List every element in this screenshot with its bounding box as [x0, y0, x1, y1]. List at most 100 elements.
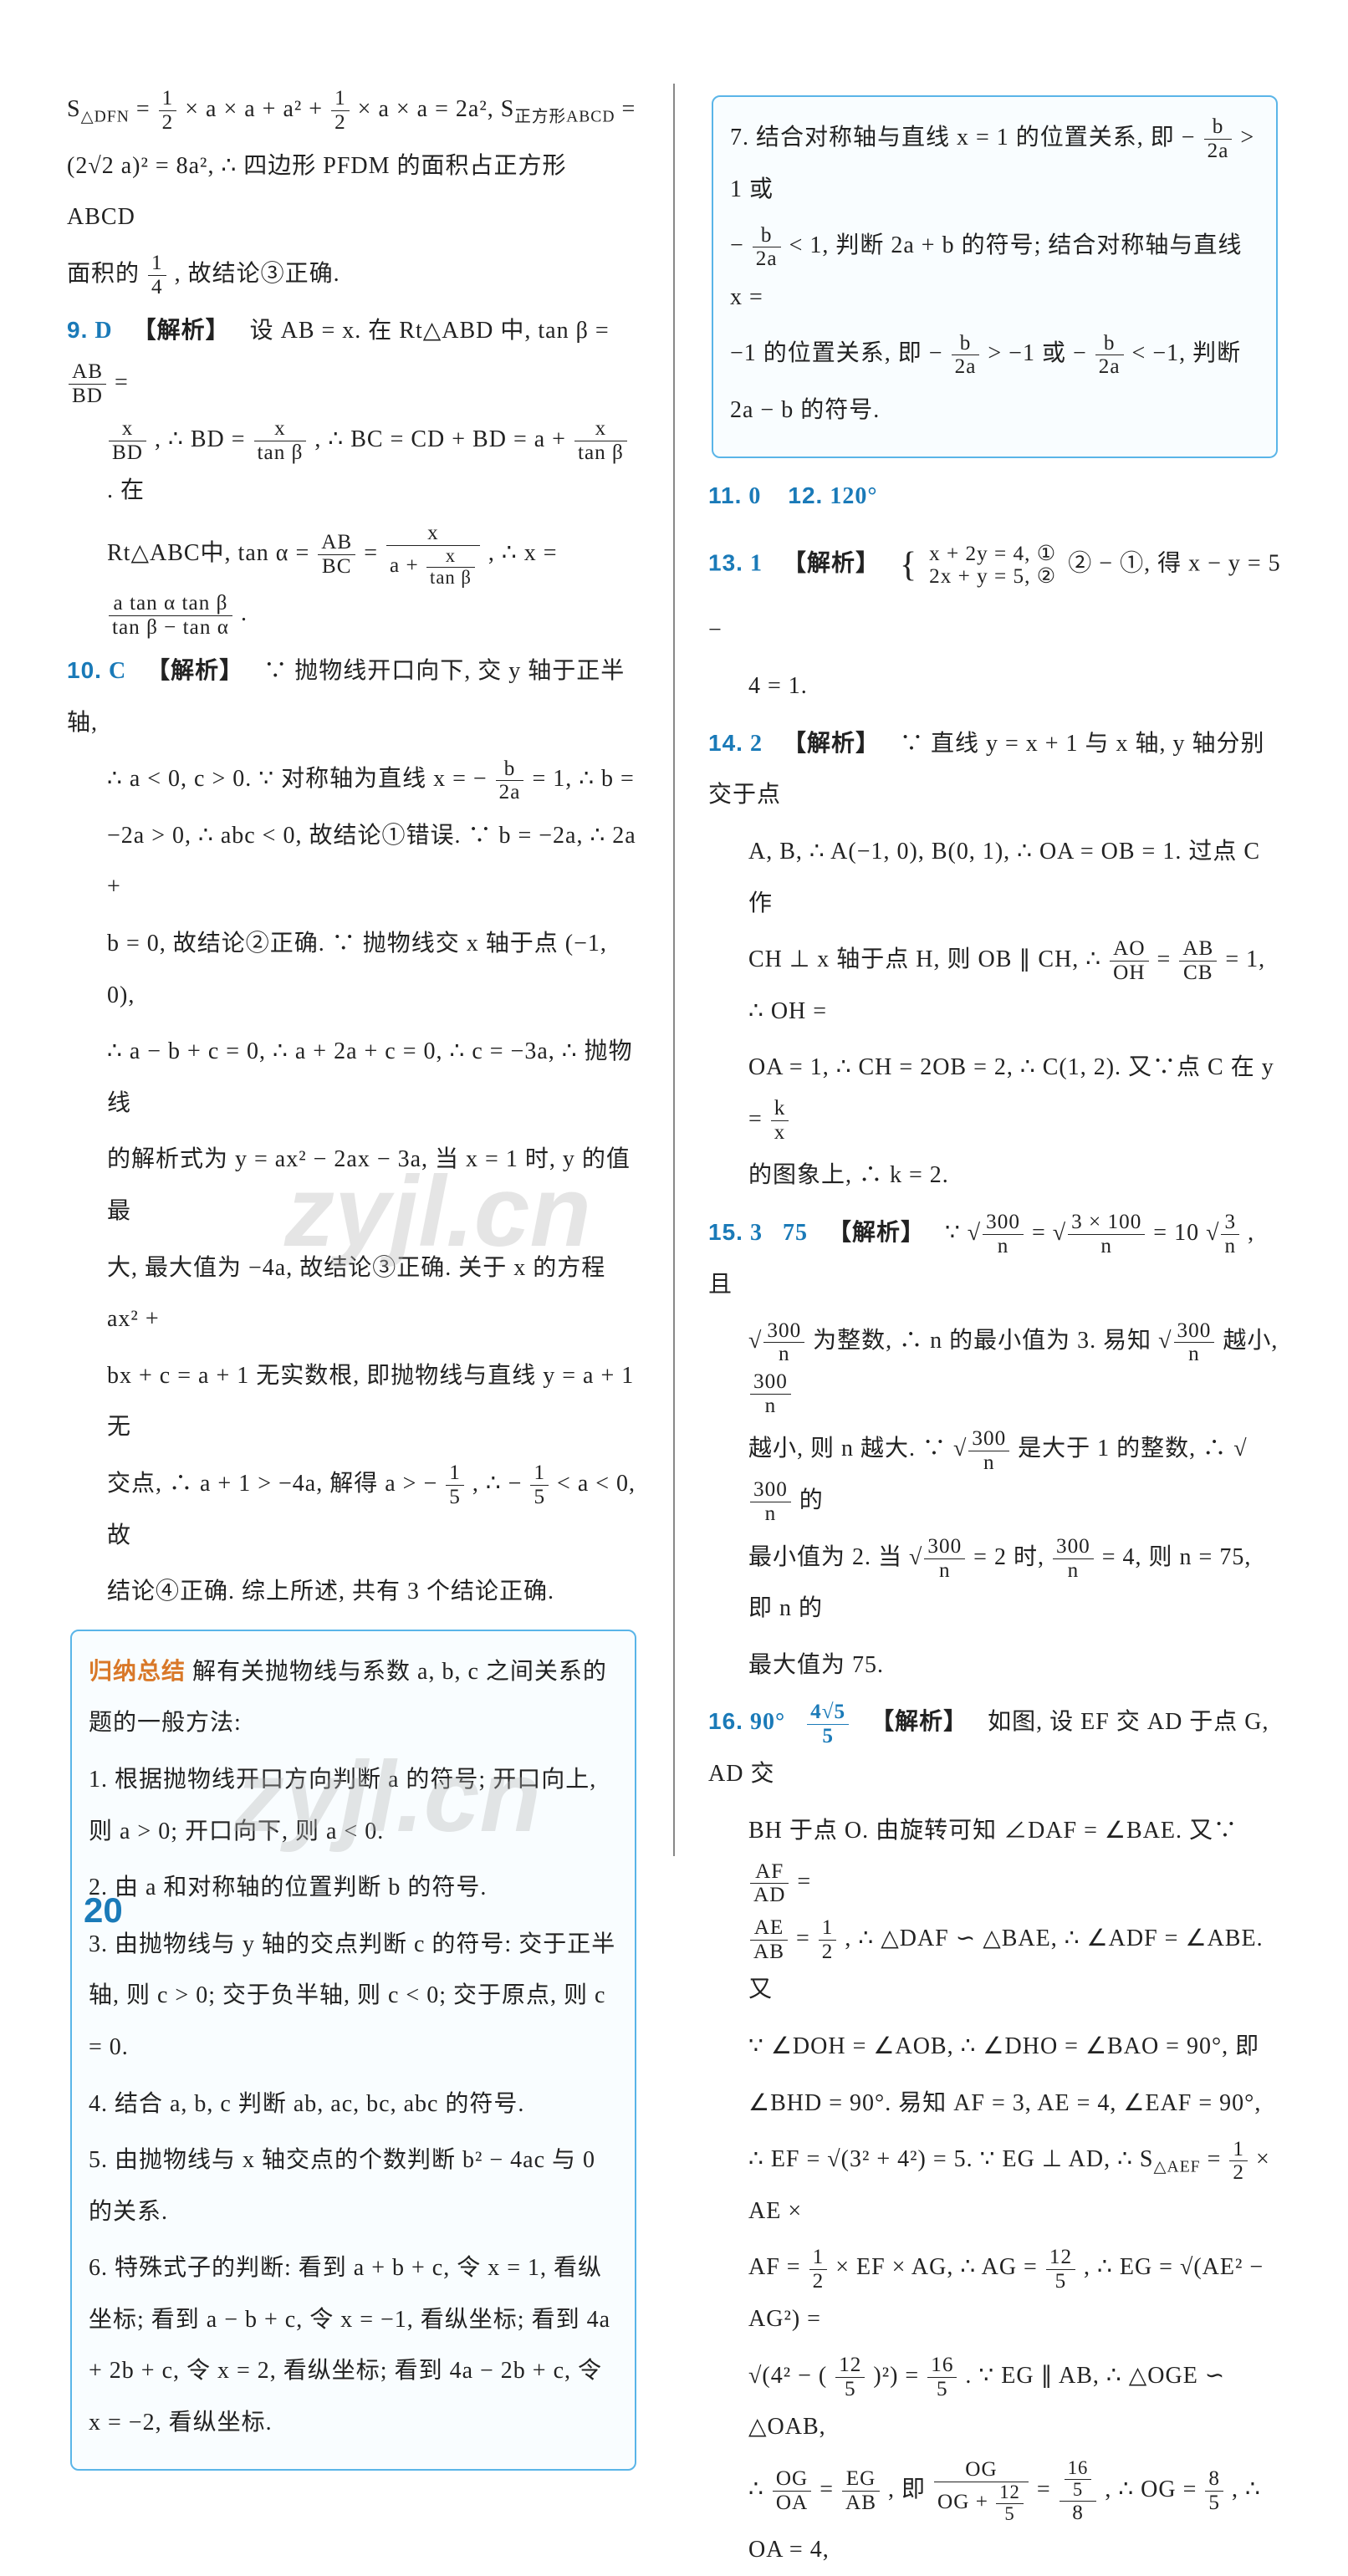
answer-letter: D [94, 318, 112, 344]
denominator: n [1221, 1235, 1239, 1258]
text: CH ⊥ x 轴于点 H, 则 OB ∥ CH, ∴ [748, 946, 1108, 972]
fraction: ABBD [69, 360, 106, 407]
question-number: 11. [708, 482, 742, 508]
left-column: S△DFN = 12 × a × a + a² + 12 × a × a = 2… [67, 84, 640, 1856]
fraction: 125 [835, 2354, 865, 2400]
q14-line-3: CH ⊥ x 轴于点 H, 则 OB ∥ CH, ∴ AOOH = ABCB =… [708, 934, 1281, 1037]
text: ∴ a < 0, c > 0. ∵ 对称轴为直线 x = − [107, 766, 494, 792]
fraction: 12 [331, 87, 350, 134]
text: = 2 时, [973, 1544, 1051, 1570]
q10-line-4: b = 0, 故结论②正确. ∵ 抛物线交 x 轴于点 (−1, 0), [67, 918, 640, 1021]
denominator: 5 [996, 2504, 1024, 2525]
q13-line-2: 4 = 1. [708, 661, 1281, 712]
fraction: 3n [1221, 1211, 1239, 1257]
numerator: AE [750, 1916, 788, 1941]
box-p3: 3. 由抛物线与 y 轴的交点判断 c 的符号: 交于正半轴, 则 c > 0;… [89, 1919, 618, 2074]
denominator: 5 [1046, 2270, 1075, 2293]
denominator: BD [69, 385, 106, 408]
denominator: a + xtan β [386, 546, 480, 589]
fraction: 14 [148, 252, 166, 298]
text: 为整数, ∴ n 的最小值为 3. 易知 [813, 1328, 1151, 1354]
q16-line-7: AF = 12 × EF × AG, ∴ AG = 125 , ∴ EG = √… [708, 2242, 1281, 2344]
text: = [1157, 946, 1178, 972]
q14-line-5: 的图象上, ∴ k = 2. [708, 1150, 1281, 1201]
numerator: 3 [1221, 1211, 1239, 1235]
analysis-tag: 【解析】 [828, 1220, 925, 1246]
q10-line-9: 交点, ∴ a + 1 > −4a, 解得 a > − 15 , ∴ − 15 … [67, 1458, 640, 1561]
fraction: 85 [1205, 2467, 1223, 2514]
denominator: OG + 125 [934, 2482, 1029, 2525]
q14-line-2: A, B, ∴ A(−1, 0), B(0, 1), ∴ OA = OB = 1… [708, 826, 1281, 929]
fraction: 15 [446, 1461, 464, 1508]
numerator: 3 × 100 [1068, 1211, 1145, 1235]
numerator: 1 [819, 1916, 837, 1941]
summary-box: 归纳总结 解有关抛物线与系数 a, b, c 之间关系的题的一般方法: 1. 根… [70, 1630, 636, 2471]
q9-line-3: Rt△ABC中, tan α = ABBC = x a + xtan β , ∴… [67, 522, 640, 640]
numerator: 300 [968, 1427, 1009, 1451]
q16-line-6: ∴ EF = √(3² + 4²) = 5. ∵ EG ⊥ AD, ∴ S△AE… [708, 2134, 1281, 2237]
question-number: 10. [67, 657, 102, 683]
q16-line-9: ∴ OGOA = EGAB , 即 OG OG + 125 = 165 8 , … [708, 2458, 1281, 2576]
fraction: 3 × 100n [1068, 1211, 1145, 1257]
numerator: x [426, 546, 475, 568]
fraction: b2a [496, 757, 524, 804]
numerator: OG [934, 2458, 1029, 2482]
q11-q12: 11. 0 12. 120° [708, 470, 1281, 523]
equation-1: x + 2y = 4, ① [926, 543, 1060, 566]
fraction: 300n [750, 1370, 791, 1417]
q15-line-5: 最大值为 75. [708, 1640, 1281, 1691]
answer-value: 0 [748, 483, 761, 509]
page-number: 20 [84, 1890, 123, 1931]
answer-value: 120° [830, 483, 877, 509]
text: > −1 或 − [988, 340, 1093, 366]
numerator: x [109, 417, 146, 441]
numerator: AF [750, 1860, 789, 1885]
text: 如图, 设 EF 交 AD 于点 G, AD 交 [708, 1709, 1269, 1787]
q16-line-5: ∠BHD = 90°. 易知 AF = 3, AE = 4, ∠EAF = 90… [708, 2078, 1281, 2130]
text: , ∴ BC = CD + BD = a + [314, 426, 573, 452]
text: = [797, 1869, 811, 1895]
analysis-tag: 【解析】 [871, 1709, 968, 1735]
text: = [1208, 2146, 1228, 2172]
numerator: 300 [750, 1478, 791, 1502]
answer-value: 1 [750, 551, 763, 577]
fraction: xBD [109, 417, 146, 464]
numerator: 300 [924, 1535, 965, 1559]
denominator: 5 [1205, 2492, 1223, 2515]
numerator: b [952, 332, 980, 356]
denominator: AB [750, 1941, 788, 1964]
question-number: 12. [788, 482, 823, 508]
numerator: 12 [996, 2482, 1024, 2504]
numerator: 1 [530, 1461, 549, 1486]
text: . 在 [107, 477, 145, 503]
text: . [241, 600, 248, 626]
fraction: 15 [530, 1461, 549, 1508]
numerator: a tan α tan β [109, 592, 232, 616]
denominator: x [771, 1121, 789, 1145]
text: = [1032, 1220, 1053, 1246]
fraction: 300n [924, 1535, 965, 1582]
analysis-tag: 【解析】 [146, 658, 243, 684]
numerator: AB [69, 360, 106, 385]
denominator: n [1053, 1559, 1094, 1583]
text: = [615, 96, 636, 122]
denominator: 2 [1229, 2161, 1248, 2185]
box-p5: 5. 由抛物线与 x 轴交点的个数判断 b² − 4ac 与 0 的关系. [89, 2135, 618, 2237]
question-number: 9. [67, 317, 88, 343]
answer-value-1: 3 [750, 1220, 763, 1246]
text: S [67, 96, 81, 122]
text: = 1, ∴ b = [532, 766, 634, 792]
text: )²) = [873, 2363, 926, 2389]
numerator: 300 [983, 1211, 1024, 1235]
numerator: 16 [927, 2354, 957, 2378]
box-p4: 4. 结合 a, b, c 判断 ab, ac, bc, abc 的符号. [89, 2079, 618, 2130]
fraction: 125 [1046, 2246, 1075, 2293]
numerator: 300 [1174, 1319, 1215, 1344]
denominator: 5 [530, 1486, 549, 1509]
numerator: AB [318, 531, 355, 555]
text: , ∴ − [472, 1471, 529, 1497]
fraction: 165 [1065, 2458, 1092, 2501]
text: AF = [748, 2254, 808, 2280]
text: = [1037, 2477, 1058, 2502]
box7-line-4: 2a − b 的符号. [730, 385, 1259, 436]
